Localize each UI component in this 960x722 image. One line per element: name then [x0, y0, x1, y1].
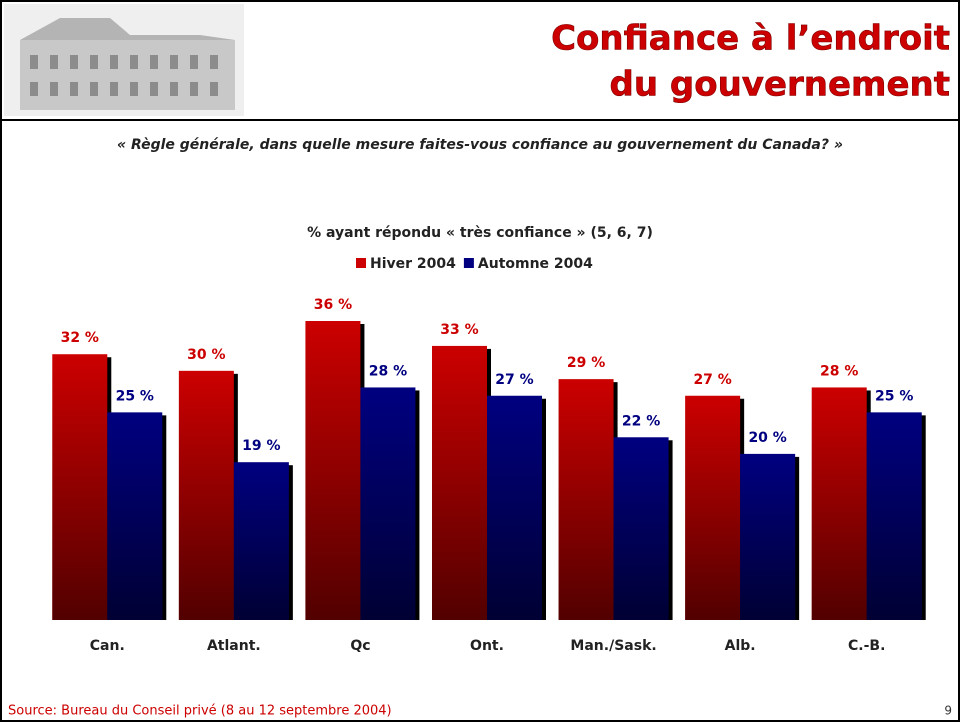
- bar-shade: [179, 371, 234, 620]
- bar-shade: [867, 412, 922, 620]
- value-label: 20 %: [748, 430, 786, 446]
- x-tick-label: C.-B.: [848, 638, 885, 654]
- x-tick-label: Man./Sask.: [570, 638, 656, 654]
- bar-shade: [487, 396, 542, 620]
- value-label: 27 %: [495, 372, 533, 388]
- bar-shade: [812, 387, 867, 620]
- bar-shade: [234, 462, 289, 620]
- value-label: 25 %: [116, 388, 154, 404]
- bar-shade: [107, 412, 162, 620]
- header-image: [4, 4, 244, 116]
- legend-swatch: [464, 258, 474, 268]
- x-tick-label: Atlant.: [207, 638, 261, 654]
- bar-shade: [614, 437, 669, 620]
- value-label: 28 %: [369, 363, 407, 379]
- x-tick-label: Alb.: [725, 638, 756, 654]
- source: Source: Bureau du Conseil privé (8 au 12…: [8, 704, 392, 719]
- value-label: 22 %: [622, 413, 660, 429]
- value-label: 33 %: [440, 322, 478, 338]
- chart-title: % ayant répondu « très confiance » (5, 6…: [307, 225, 653, 241]
- bar-shade: [432, 346, 487, 620]
- x-tick-label: Ont.: [470, 638, 504, 654]
- x-tick-label: Qc: [350, 638, 370, 654]
- bar-shade: [559, 379, 614, 620]
- title-line: Confiance à l’endroit: [551, 19, 950, 59]
- bar-shade: [305, 321, 360, 620]
- value-label: 29 %: [567, 355, 605, 371]
- question: « Règle générale, dans quelle mesure fai…: [117, 137, 843, 153]
- value-label: 32 %: [61, 330, 99, 346]
- bar-shade: [52, 354, 107, 620]
- bar-shade: [685, 396, 740, 620]
- bar-shade: [360, 387, 415, 620]
- slide: Confiance à l’endroit du gouvernement « …: [0, 0, 960, 722]
- title-line: du gouvernement: [610, 65, 950, 105]
- bar-shade: [740, 454, 795, 620]
- value-label: 25 %: [875, 388, 913, 404]
- value-label: 30 %: [187, 347, 225, 363]
- value-label: 28 %: [820, 363, 858, 379]
- legend-swatch: [356, 258, 366, 268]
- x-tick-label: Can.: [90, 638, 125, 654]
- value-label: 27 %: [693, 372, 731, 388]
- page-number: 9: [944, 704, 952, 718]
- legend-label: Automne 2004: [478, 256, 593, 272]
- value-label: 36 %: [314, 297, 352, 313]
- legend-label: Hiver 2004: [370, 256, 456, 272]
- value-label: 19 %: [242, 438, 280, 454]
